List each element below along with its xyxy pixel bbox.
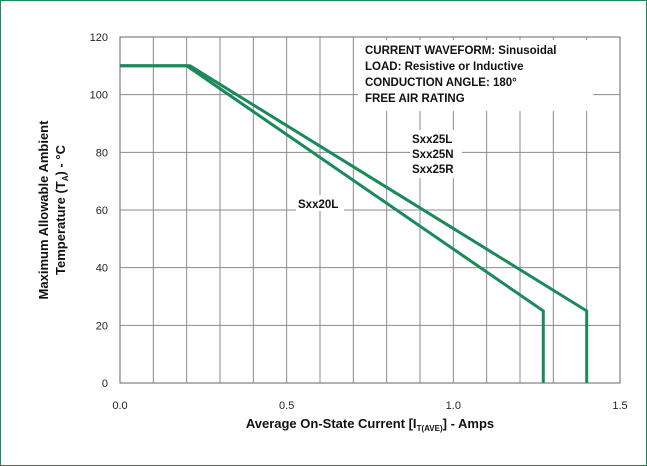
y-axis-title-line-1: Maximum Allowable Ambient bbox=[36, 120, 51, 300]
series-label-sxx25r: Sxx25R bbox=[412, 164, 454, 176]
x-axis-title-subscript: T(AVE) bbox=[417, 424, 443, 433]
y-tick-label: 120 bbox=[90, 32, 108, 44]
y-tick-label: 100 bbox=[90, 90, 108, 102]
y-axis-title-line-2-tail: ) - °C bbox=[53, 144, 68, 175]
y-tick-label: 80 bbox=[96, 147, 108, 159]
annotation-line-1: CURRENT WAVEFORM: Sinusoidal bbox=[365, 45, 556, 57]
series-lines bbox=[120, 64, 589, 383]
annotation-line-2: LOAD: Resistive or Inductive bbox=[365, 61, 523, 73]
x-axis-title: Average On-State Current [IT(AVE)] - Amp… bbox=[246, 416, 494, 433]
x-axis-title-main: Average On-State Current [I bbox=[246, 416, 417, 431]
series-label-bg-sxx25 bbox=[410, 130, 462, 178]
x-tick-label: 0.0 bbox=[112, 400, 127, 412]
series-label-sxx20l: Sxx20L bbox=[298, 199, 338, 211]
annotation-box: CURRENT WAVEFORM: Sinusoidal LOAD: Resis… bbox=[358, 40, 593, 111]
annotation-line-4: FREE AIR RATING bbox=[365, 93, 465, 105]
tick-labels: 0.0 0.5 1.0 1.5 0 20 40 60 80 100 120 bbox=[90, 32, 628, 412]
x-axis-title-tail: ] - Amps bbox=[443, 416, 495, 431]
y-axis-title-line-2-main: Temperature (T bbox=[53, 181, 68, 275]
series-labels: Sxx20L Sxx25L Sxx25N Sxx25R bbox=[296, 130, 462, 211]
series-label-sxx25n: Sxx25N bbox=[412, 149, 454, 161]
x-tick-label: 0.5 bbox=[279, 400, 294, 412]
series-label-bg-sxx20l bbox=[296, 195, 344, 211]
annotation-line-3: CONDUCTION ANGLE: 180° bbox=[365, 77, 517, 89]
y-axis-title-line-2: Temperature (TA) - °C bbox=[53, 144, 70, 275]
y-tick-label: 20 bbox=[96, 320, 108, 332]
series-label-sxx25l: Sxx25L bbox=[412, 134, 452, 146]
y-tick-label: 40 bbox=[96, 263, 108, 275]
annotation-background bbox=[358, 40, 593, 111]
x-tick-label: 1.0 bbox=[446, 400, 461, 412]
y-axis-title-line-2-subscript: A bbox=[61, 175, 70, 181]
series-line-2 bbox=[120, 64, 589, 383]
x-tick-label: 1.5 bbox=[612, 400, 627, 412]
y-tick-label: 60 bbox=[96, 205, 108, 217]
y-tick-label: 0 bbox=[102, 378, 108, 390]
y-axis-title: Maximum Allowable Ambient Temperature (T… bbox=[36, 120, 70, 300]
